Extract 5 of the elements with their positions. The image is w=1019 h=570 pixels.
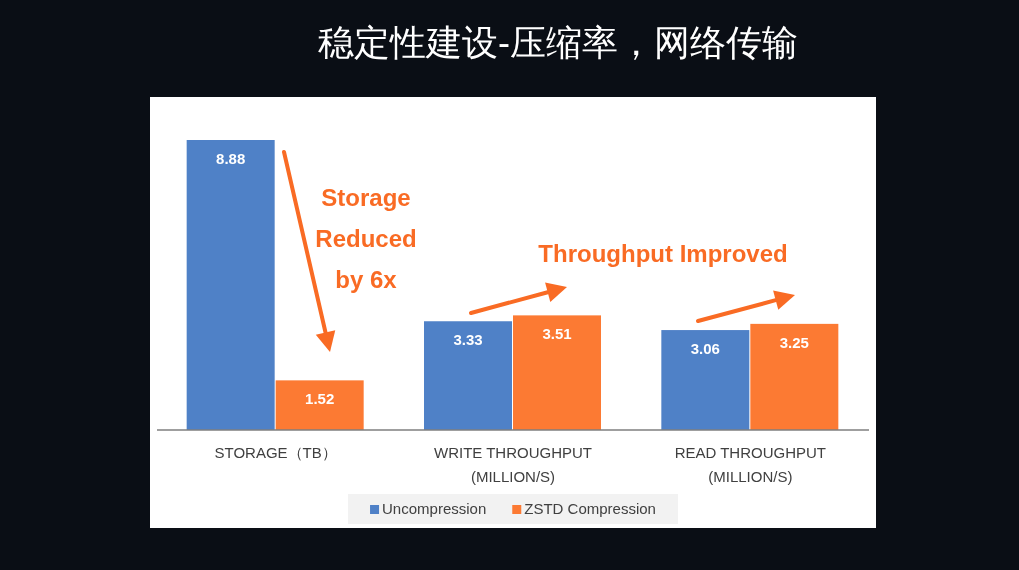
annotation: Storage Reduced by 6x	[315, 184, 417, 293]
legend-label: Uncompression	[382, 500, 487, 517]
legend-label: ZSTD Compression	[524, 500, 656, 517]
annotation: Throughput Improved	[538, 240, 788, 267]
title: 稳定性建设-压缩率，网络传输	[318, 22, 798, 63]
